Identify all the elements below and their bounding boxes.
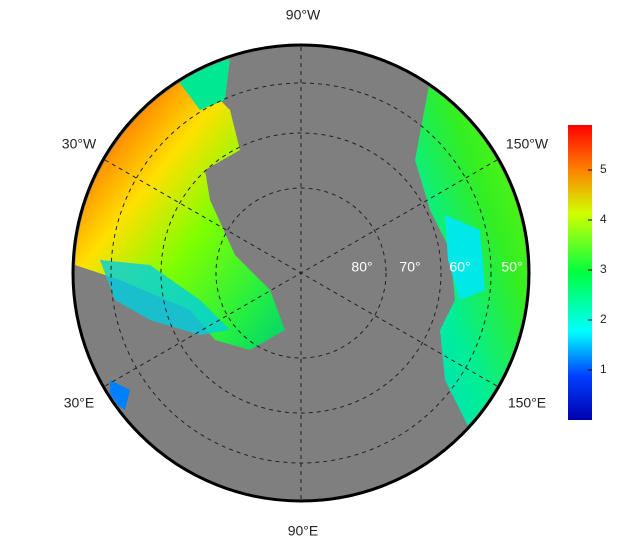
baltic-field [100, 260, 230, 335]
colorbar-tick-label: 5 [600, 162, 607, 176]
colorbar-tick-label: 1 [600, 362, 607, 376]
colorbar-tick-label: 2 [600, 312, 607, 326]
longitude-label: 150°E [508, 395, 546, 411]
longitude-label: 90°W [286, 7, 321, 23]
colorbar [568, 125, 592, 420]
latitude-label: 50° [501, 259, 522, 275]
colorbar-tick-label: 4 [600, 212, 607, 226]
latitude-label: 60° [449, 259, 470, 275]
latitude-label: 70° [399, 259, 420, 275]
longitude-label: 30°W [62, 136, 97, 152]
longitude-label: 30°E [64, 395, 95, 411]
colorbar-ticks: 1 2 3 4 5 [588, 162, 607, 376]
graticule [104, 47, 498, 499]
pacific-field [445, 215, 485, 300]
longitude-label: 150°W [506, 136, 549, 152]
colorbar-tick-label: 3 [600, 262, 607, 276]
latitude-label: 80° [351, 259, 372, 275]
labels: 90°W 30°W 150°W 30°E 150°E 90°E 80° 70° 60° 50° [62, 7, 549, 539]
longitude-label: 90°E [288, 523, 319, 539]
